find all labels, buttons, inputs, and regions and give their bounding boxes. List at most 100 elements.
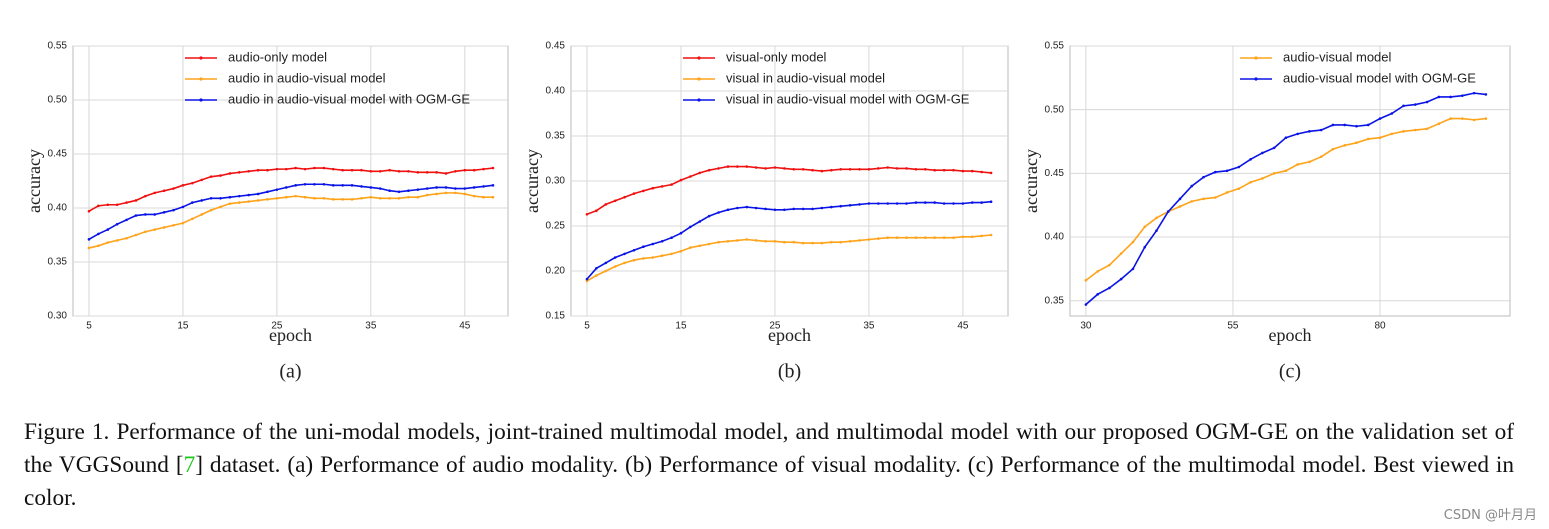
data-point — [388, 168, 391, 172]
data-point — [613, 256, 617, 259]
x-tick-label: 80 — [1374, 321, 1386, 332]
data-point — [632, 258, 636, 262]
data-point — [895, 202, 899, 205]
data-point — [717, 167, 720, 170]
data-point — [1402, 130, 1405, 133]
data-point — [736, 165, 739, 168]
data-point — [1484, 93, 1488, 96]
citation[interactable]: 7 — [183, 452, 196, 478]
data-point — [923, 236, 927, 239]
legend-label: audio-only model — [228, 49, 327, 64]
data-point — [1308, 130, 1311, 133]
data-point — [219, 174, 222, 177]
plot-area — [72, 45, 509, 317]
data-point — [942, 202, 946, 205]
data-point — [1119, 252, 1123, 255]
data-point — [1202, 197, 1205, 201]
data-point — [754, 166, 758, 169]
subfigure-label: (b) — [778, 361, 801, 383]
data-point — [416, 171, 420, 174]
data-point — [407, 195, 410, 199]
data-point — [350, 184, 354, 187]
data-point — [1284, 169, 1288, 173]
data-point — [792, 168, 796, 171]
data-point — [1272, 146, 1276, 150]
data-point — [1272, 172, 1276, 175]
data-point — [783, 240, 786, 244]
legend-label: visual in audio-visual model with OGM-GE — [726, 91, 970, 106]
y-axis-label: accuracy — [522, 149, 542, 213]
data-point — [707, 214, 711, 218]
data-point — [181, 205, 185, 209]
data-point — [1355, 124, 1358, 128]
legend-marker — [199, 98, 203, 102]
data-point — [1261, 177, 1264, 180]
data-point — [877, 237, 880, 240]
legend-label: audio-visual model with OGM-GE — [1283, 70, 1476, 85]
data-point — [848, 240, 852, 243]
data-point — [961, 235, 965, 239]
data-point — [125, 218, 128, 222]
data-point — [839, 204, 843, 208]
data-point — [472, 168, 476, 172]
data-point — [444, 172, 448, 175]
data-point — [454, 191, 457, 195]
data-point — [444, 191, 448, 195]
data-point — [1155, 229, 1158, 232]
data-point — [425, 171, 429, 174]
data-point — [191, 217, 194, 221]
data-point — [247, 193, 250, 197]
data-point — [247, 169, 250, 173]
data-point — [830, 168, 833, 172]
data-point — [595, 274, 598, 277]
x-axis-label: epoch — [1269, 325, 1312, 345]
legend-marker — [1254, 77, 1258, 81]
data-point — [172, 223, 175, 227]
data-point — [350, 168, 354, 172]
data-point — [792, 240, 796, 244]
data-point — [942, 168, 946, 172]
data-point — [482, 185, 485, 188]
data-point — [745, 165, 749, 168]
data-point — [350, 198, 354, 201]
data-point — [303, 167, 307, 171]
data-point — [1202, 175, 1205, 179]
data-point — [266, 168, 269, 172]
data-point — [106, 228, 110, 231]
data-point — [331, 167, 335, 171]
data-point — [341, 184, 344, 187]
data-point — [1461, 94, 1464, 97]
data-point — [454, 187, 457, 190]
series-line — [586, 165, 992, 216]
data-point — [877, 202, 880, 205]
data-point — [125, 236, 128, 240]
x-tick-label: 25 — [769, 321, 781, 332]
data-point — [144, 194, 147, 198]
data-point — [886, 236, 890, 239]
data-point — [679, 249, 683, 253]
data-point — [1343, 144, 1347, 147]
data-point — [1084, 303, 1088, 306]
data-point — [961, 202, 965, 205]
data-point — [1084, 279, 1088, 282]
data-point — [613, 199, 617, 203]
data-point — [191, 201, 194, 204]
data-point — [839, 168, 843, 171]
data-point — [867, 202, 871, 205]
data-point — [1437, 95, 1441, 99]
data-point — [115, 203, 119, 207]
y-tick-label: 0.40 — [546, 86, 566, 97]
data-point — [783, 167, 786, 170]
data-point — [980, 170, 983, 174]
data-point — [313, 166, 316, 170]
data-point — [773, 166, 777, 169]
data-point — [331, 184, 335, 187]
data-point — [294, 166, 297, 170]
y-tick-label: 0.55 — [1045, 41, 1065, 52]
data-point — [106, 203, 110, 207]
data-point — [369, 195, 373, 199]
series-line — [88, 167, 494, 212]
data-point — [463, 187, 467, 190]
data-point — [1131, 240, 1135, 244]
